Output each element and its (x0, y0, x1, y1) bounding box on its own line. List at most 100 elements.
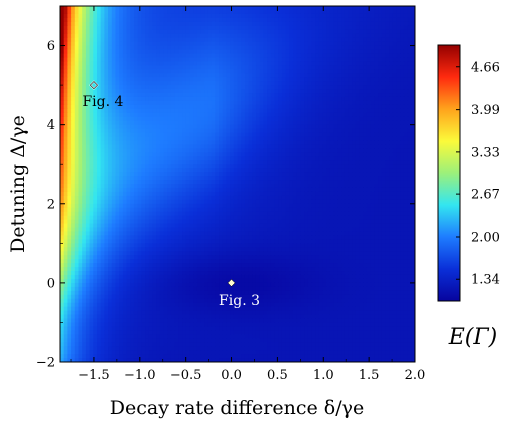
heatmap-cell (115, 108, 120, 114)
heatmap-cell (281, 187, 287, 193)
heatmap-cell (381, 85, 387, 90)
heatmap-cell (366, 61, 372, 66)
heatmap-cell (196, 152, 202, 157)
heatmap-cell (89, 25, 94, 31)
heatmap-cell (244, 207, 250, 213)
heatmap-cell (252, 108, 257, 114)
heatmap-cell (74, 184, 80, 189)
heatmap-cell (85, 29, 91, 35)
heatmap-cell (104, 199, 109, 205)
heatmap-cell (385, 21, 390, 27)
heatmap-cell (241, 100, 246, 106)
heatmap-cell (300, 176, 305, 181)
heatmap-cell (318, 25, 324, 31)
heatmap-cell (400, 164, 405, 169)
heatmap-cell (274, 144, 279, 149)
heatmap-cell (355, 9, 361, 15)
heatmap-cell (244, 203, 250, 209)
heatmap-cell (363, 116, 368, 122)
heatmap-cell (259, 104, 264, 110)
heatmap-cell (270, 81, 276, 86)
heatmap-cell (178, 156, 183, 161)
heatmap-cell (281, 41, 287, 47)
heatmap-cell (230, 180, 235, 185)
heatmap-cell (159, 89, 165, 94)
heatmap-cell (307, 108, 313, 114)
heatmap-cell (278, 191, 283, 197)
heatmap-cell (359, 53, 364, 59)
heatmap-cell (292, 33, 298, 39)
heatmap-cell (263, 144, 268, 149)
heatmap-cell (130, 144, 135, 149)
heatmap-cell (141, 124, 146, 130)
heatmap-cell (292, 207, 298, 213)
heatmap-cell (385, 124, 390, 130)
heatmap-cell (341, 180, 346, 185)
heatmap-cell (389, 172, 394, 177)
heatmap-cell (137, 9, 142, 15)
heatmap-cell (352, 172, 357, 177)
heatmap-cell (100, 53, 105, 59)
heatmap-cell (366, 49, 372, 55)
heatmap-cell (207, 17, 213, 23)
heatmap-cell (267, 89, 272, 94)
heatmap-cell (304, 156, 309, 161)
heatmap-cell (215, 41, 220, 47)
heatmap-cell (93, 41, 98, 47)
heatmap-cell (241, 93, 246, 98)
heatmap-cell (344, 37, 350, 43)
heatmap-cell (189, 53, 194, 59)
heatmap-cell (341, 184, 346, 189)
heatmap-cell (385, 6, 390, 11)
heatmap-cell (167, 9, 172, 15)
heatmap-cell (389, 81, 394, 86)
heatmap-cell (182, 53, 187, 59)
heatmap-cell (285, 144, 290, 149)
heatmap-cell (407, 128, 412, 134)
heatmap-cell (248, 89, 253, 94)
heatmap-cell (396, 73, 401, 78)
heatmap-cell (122, 93, 128, 98)
heatmap-cell (274, 124, 279, 130)
heatmap-cell (237, 108, 242, 114)
heatmap-cell (274, 89, 279, 94)
heatmap-cell (385, 9, 390, 15)
heatmap-cell (108, 156, 113, 161)
heatmap-cell (296, 132, 301, 138)
heatmap-cell (200, 168, 205, 173)
heatmap-cell (226, 136, 231, 142)
heatmap-cell (374, 176, 379, 181)
heatmap-cell (93, 124, 98, 130)
heatmap-cell (100, 45, 105, 51)
heatmap-cell (152, 160, 157, 165)
heatmap-cell (285, 132, 290, 138)
heatmap-cell (337, 120, 342, 126)
heatmap-cell (141, 112, 146, 118)
heatmap-cell (281, 144, 287, 149)
heatmap-cell (370, 132, 375, 138)
heatmap-cell (141, 100, 146, 106)
heatmap-cell (152, 191, 157, 197)
heatmap-cell (156, 73, 161, 78)
heatmap-cell (226, 172, 231, 177)
heatmap-cell (196, 144, 202, 149)
heatmap-cell (304, 81, 309, 86)
heatmap-cell (407, 53, 412, 59)
heatmap-cell (329, 41, 335, 47)
heatmap-cell (244, 152, 250, 157)
heatmap-cell (174, 144, 179, 149)
heatmap-cell (156, 17, 161, 23)
heatmap-cell (200, 81, 205, 86)
heatmap-cell (255, 128, 261, 134)
heatmap-cell (211, 108, 216, 114)
heatmap-cell (389, 100, 394, 106)
heatmap-cell (374, 128, 379, 134)
heatmap-cell (111, 29, 117, 35)
heatmap-cell (141, 144, 146, 149)
heatmap-cell (193, 176, 198, 181)
heatmap-cell (174, 93, 179, 98)
heatmap-cell (207, 116, 213, 122)
heatmap-cell (89, 77, 94, 82)
heatmap-cell (141, 77, 146, 82)
heatmap-cell (359, 49, 364, 55)
